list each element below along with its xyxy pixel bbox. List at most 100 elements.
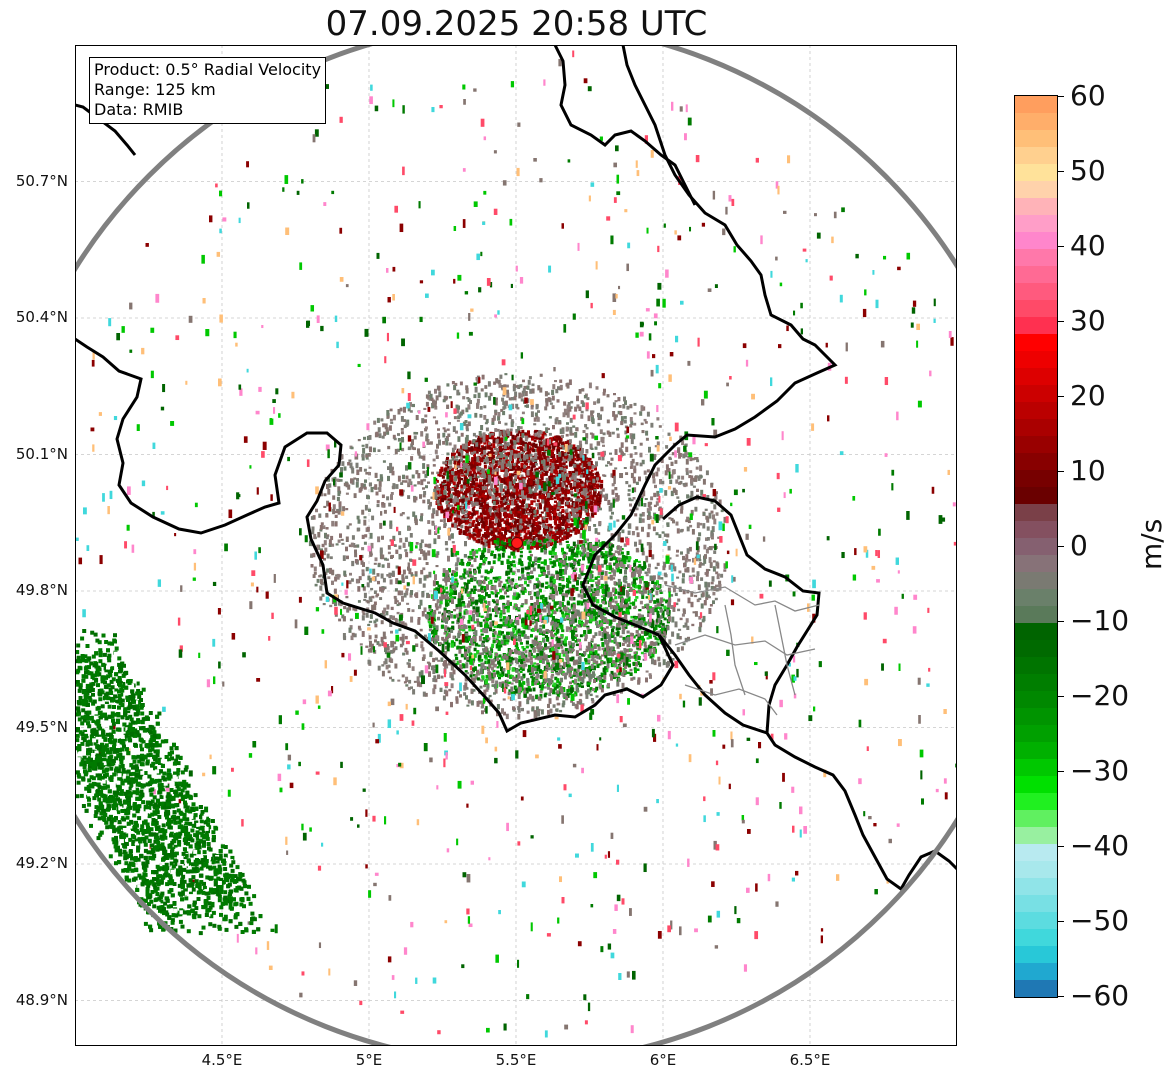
- colorbar-unit-label: m/s: [1135, 518, 1168, 570]
- colorbar-segment: [1015, 232, 1057, 250]
- colorbar-tick-label: 50: [1070, 154, 1106, 187]
- colorbar-segment: [1015, 96, 1057, 114]
- lon-tick-label: 6.5°E: [789, 1051, 831, 1069]
- colorbar-segment: [1015, 249, 1057, 267]
- colorbar-segment: [1015, 487, 1057, 505]
- colorbar-segment: [1015, 198, 1057, 216]
- colorbar-segment: [1015, 895, 1057, 913]
- border-belgium-france: [75, 337, 675, 734]
- colorbar-segment: [1015, 657, 1057, 675]
- lat-tick-label: 48.9°N: [15, 990, 68, 1009]
- colorbar-segment: [1015, 164, 1057, 182]
- lon-tick-label: 5°E: [355, 1051, 383, 1069]
- radar-site-marker: [511, 537, 523, 549]
- data-source-label: Data: RMIB: [94, 100, 184, 119]
- lat-tick-label: 50.4°N: [15, 308, 68, 326]
- colorbar-tick-label: −50: [1070, 904, 1130, 937]
- colorbar-tick-mark: [1057, 96, 1064, 97]
- lat-tick-label: 49.2°N: [15, 854, 68, 872]
- lat-tick-label: 49.8°N: [15, 581, 68, 599]
- product-info-box: Product: 0.5° Radial Velocity Range: 125…: [89, 57, 327, 124]
- colorbar-segment: [1015, 708, 1057, 726]
- colorbar-segment: [1015, 589, 1057, 607]
- colorbar-segment: [1015, 623, 1057, 641]
- lat-tick-label: 50.1°N: [15, 444, 68, 463]
- colorbar-segment: [1015, 147, 1057, 165]
- lon-tick-label: 6°E: [649, 1051, 677, 1069]
- colorbar-segment: [1015, 929, 1057, 947]
- colorbar-segment: [1015, 317, 1057, 335]
- lat-tick-label: 49.5°N: [15, 717, 68, 736]
- colorbar-tick-mark: [1057, 846, 1064, 847]
- product-label: Product: 0.5° Radial Velocity: [94, 60, 322, 79]
- colorbar-segment: [1015, 283, 1057, 301]
- colorbar-segment: [1015, 606, 1057, 624]
- colorbar-tick-label: 20: [1070, 379, 1106, 412]
- radar-map: [75, 45, 957, 1046]
- colorbar-segment: [1015, 470, 1057, 488]
- colorbar-segment: [1015, 691, 1057, 709]
- velocity-colorbar: [1014, 95, 1058, 998]
- colorbar-segment: [1015, 521, 1057, 539]
- colorbar-segment: [1015, 368, 1057, 386]
- colorbar-tick-mark: [1057, 396, 1064, 397]
- colorbar-segment: [1015, 555, 1057, 573]
- colorbar-tick-label: −20: [1070, 679, 1130, 712]
- colorbar-segment: [1015, 300, 1057, 318]
- colorbar-segment: [1015, 776, 1057, 794]
- colorbar-tick-mark: [1057, 471, 1064, 472]
- colorbar-segment: [1015, 113, 1057, 131]
- colorbar-tick-mark: [1057, 246, 1064, 247]
- colorbar-segment: [1015, 861, 1057, 879]
- colorbar-segment: [1015, 759, 1057, 777]
- radar-echoes: [75, 50, 957, 1038]
- colorbar-segment: [1015, 436, 1057, 454]
- colorbar-tick-mark: [1057, 771, 1064, 772]
- colorbar-segment: [1015, 980, 1057, 997]
- colorbar-tick-mark: [1057, 921, 1064, 922]
- colorbar-segment: [1015, 538, 1057, 556]
- colorbar-segment: [1015, 725, 1057, 743]
- colorbar-segment: [1015, 742, 1057, 760]
- colorbar-tick-mark: [1057, 546, 1064, 547]
- colorbar-segment: [1015, 640, 1057, 658]
- colorbar-segment: [1015, 351, 1057, 369]
- colorbar-segment: [1015, 946, 1057, 964]
- colorbar-tick-label: 40: [1070, 229, 1106, 262]
- colorbar-tick-label: 60: [1070, 79, 1106, 112]
- colorbar-tick-mark: [1057, 696, 1064, 697]
- border-germany-east: [657, 634, 957, 892]
- colorbar-tick-label: 0: [1070, 529, 1088, 562]
- colorbar-tick-label: 30: [1070, 304, 1106, 337]
- colorbar-segment: [1015, 504, 1057, 522]
- map-title: 07.09.2025 20:58 UTC: [325, 4, 708, 44]
- border-west-fragment: [75, 103, 137, 156]
- colorbar-tick-label: −40: [1070, 829, 1130, 862]
- colorbar-tick-mark: [1057, 621, 1064, 622]
- colorbar-segment: [1015, 878, 1057, 896]
- country-borders: [75, 45, 957, 892]
- range-label: Range: 125 km: [94, 80, 216, 99]
- border-north-fragment: [553, 45, 697, 206]
- colorbar-tick-mark: [1057, 321, 1064, 322]
- colorbar-segment: [1015, 572, 1057, 590]
- colorbar-segment: [1015, 334, 1057, 352]
- colorbar-segment: [1015, 215, 1057, 233]
- colorbar-tick-mark: [1057, 996, 1064, 997]
- colorbar-tick-label: −60: [1070, 979, 1130, 1012]
- admin-borders: [664, 584, 820, 716]
- colorbar-segment: [1015, 181, 1057, 199]
- lon-tick-label: 5.5°E: [495, 1051, 537, 1069]
- lat-tick-label: 50.7°N: [15, 171, 68, 190]
- colorbar-segment: [1015, 963, 1057, 981]
- colorbar-segment: [1015, 810, 1057, 828]
- colorbar-segment: [1015, 402, 1057, 420]
- colorbar-tick-mark: [1057, 171, 1064, 172]
- colorbar-segment: [1015, 912, 1057, 930]
- colorbar-segment: [1015, 266, 1057, 284]
- colorbar-tick-label: −30: [1070, 754, 1130, 787]
- colorbar-segment: [1015, 844, 1057, 862]
- colorbar-segment: [1015, 419, 1057, 437]
- border-belgium-luxembourg-germany: [581, 45, 838, 637]
- colorbar-segment: [1015, 793, 1057, 811]
